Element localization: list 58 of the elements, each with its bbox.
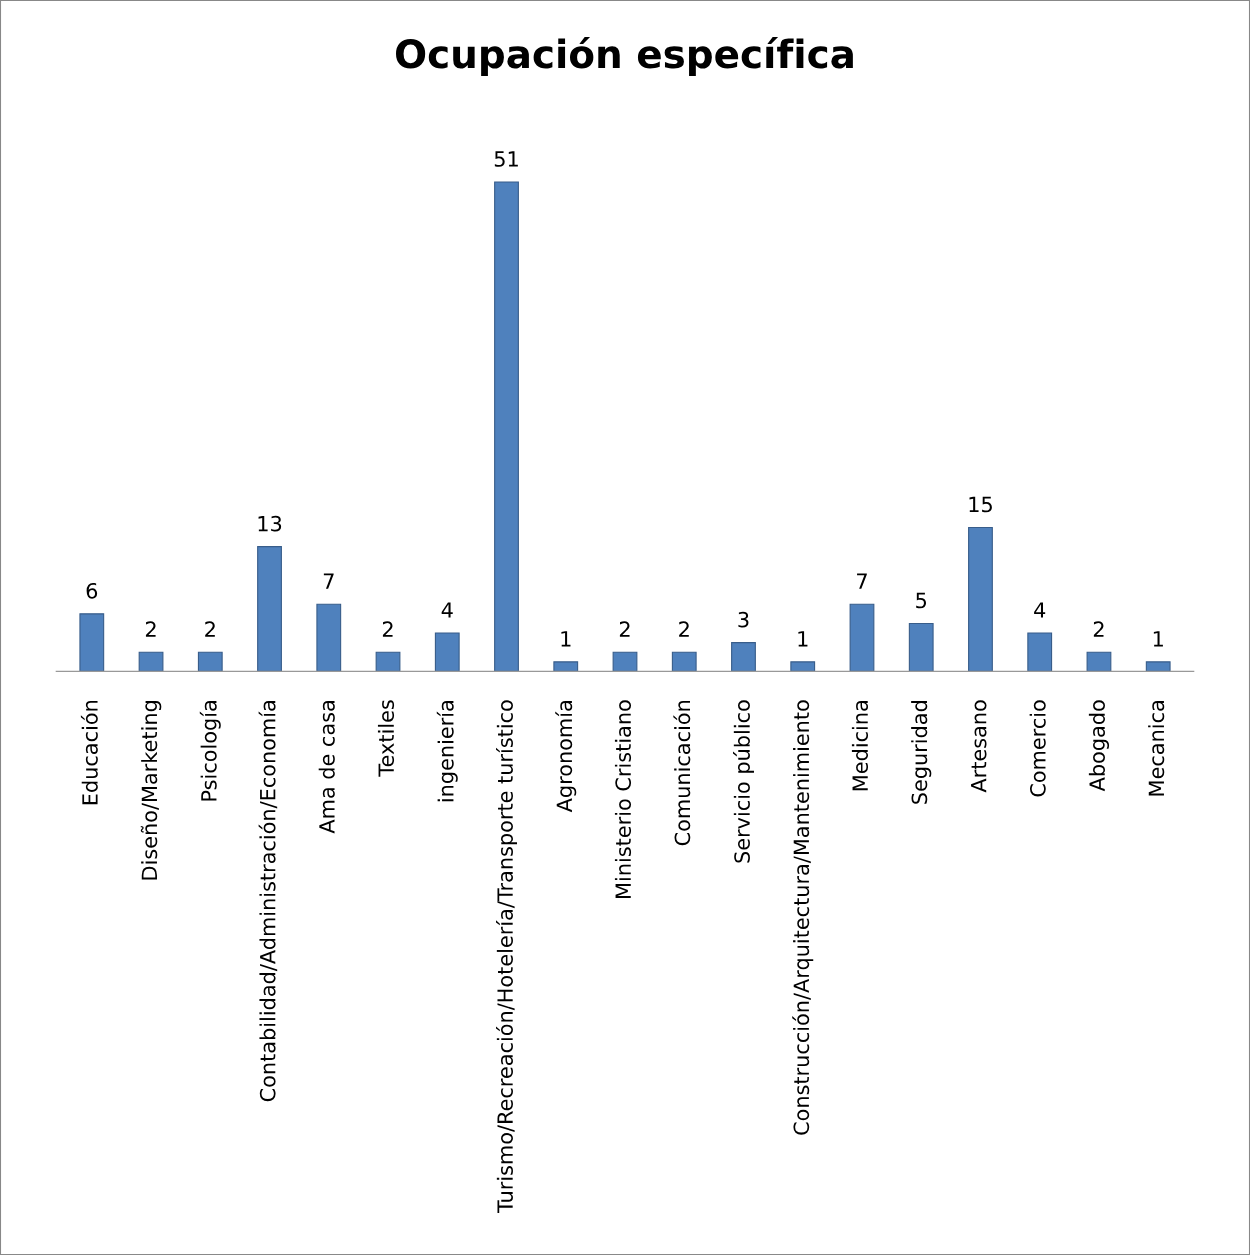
x-tick-label: Contabilidad/Administración/Economía	[258, 701, 278, 1102]
x-tick-label: Servicio público	[732, 700, 754, 863]
data-label: 2	[619, 621, 630, 637]
bar	[257, 546, 282, 672]
bar	[316, 603, 342, 672]
x-tick-label: Medicina	[851, 701, 869, 791]
x-tick-label: Comercio	[1029, 700, 1046, 797]
bar	[1027, 632, 1053, 672]
bar	[908, 622, 934, 672]
x-tick-label: Turismo/Recreación/Hotelería/Transporte turístico	[496, 700, 518, 1214]
bar	[968, 526, 993, 672]
x-tick-label: Psicología	[199, 701, 221, 801]
data-label: 4	[441, 602, 453, 618]
bar	[138, 651, 164, 672]
x-tick-label: Educación	[80, 700, 98, 805]
data-label: 1	[561, 631, 571, 647]
data-label: 2	[205, 621, 215, 637]
data-label: 2	[145, 621, 156, 637]
bar	[79, 613, 105, 672]
data-label: 13	[258, 515, 282, 532]
data-label: 5	[916, 592, 927, 609]
bar	[731, 642, 756, 672]
data-label: 7	[857, 573, 867, 589]
chart-title: Ocupación específica	[396, 36, 853, 77]
data-label: 2	[1093, 621, 1104, 637]
x-tick-label: Artesano	[971, 700, 987, 793]
x-tick-label: Diseño/Marketing	[140, 701, 162, 880]
x-tick-label: ingeniería	[436, 701, 458, 802]
data-label: 6	[86, 582, 98, 599]
bar	[434, 632, 460, 672]
x-tick-label: Mecanica	[1148, 701, 1165, 796]
x-tick-label: Textiles	[377, 700, 395, 777]
data-label: 3	[738, 611, 749, 628]
data-label: 4	[1034, 602, 1046, 618]
x-tick-label: Ama de casa	[318, 701, 335, 834]
bar	[553, 661, 579, 672]
data-label: 51	[494, 151, 518, 167]
bar	[197, 651, 223, 672]
bar	[375, 651, 401, 672]
x-tick-label: Ministerio Cristiano	[614, 700, 632, 898]
data-label: 2	[382, 621, 393, 637]
data-label: 2	[679, 621, 689, 637]
data-label: 1	[1153, 631, 1163, 647]
x-tick-label: Comunicación	[673, 700, 691, 846]
bar	[671, 651, 697, 672]
x-tick-label: Seguridad	[911, 701, 932, 804]
bar	[849, 603, 875, 672]
x-tick-label: Construcción/Arquitectura/Mantenimiento	[792, 700, 814, 1135]
bar	[790, 661, 816, 672]
data-label: 1	[798, 631, 808, 647]
data-label: 15	[969, 496, 992, 513]
bar	[612, 651, 638, 672]
x-tick-label: Abogado	[1088, 700, 1110, 792]
bar	[494, 181, 519, 672]
x-tick-label: Agronomía	[555, 701, 577, 813]
bar	[1145, 661, 1171, 672]
bar	[1086, 651, 1112, 672]
data-label: 7	[323, 573, 334, 589]
